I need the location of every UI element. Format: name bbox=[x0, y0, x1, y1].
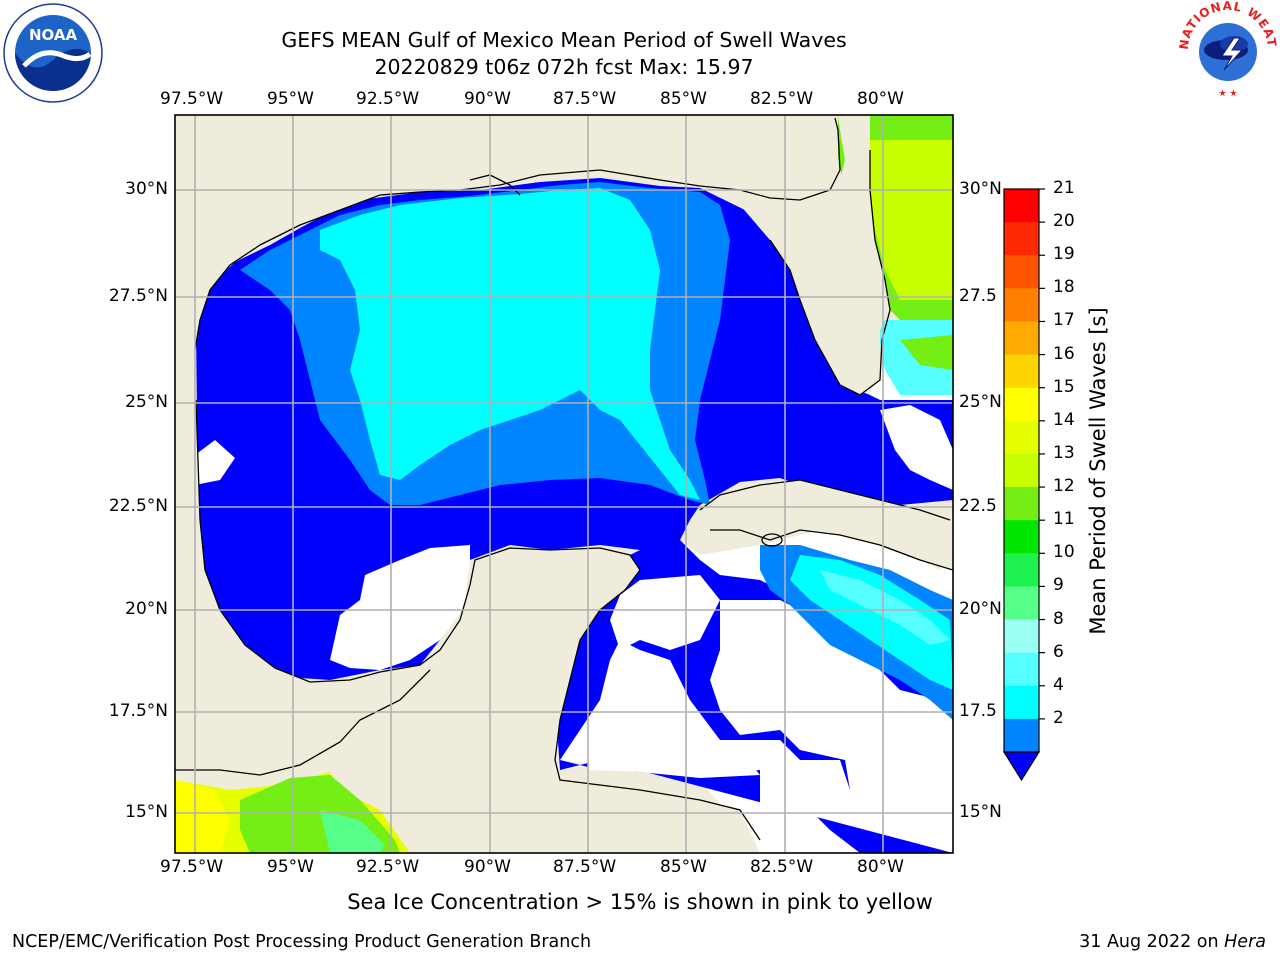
lon-label: 80°W bbox=[857, 89, 904, 109]
lon-label: 97.5°W bbox=[160, 89, 224, 109]
colorbar-tick-label: 21 bbox=[1053, 178, 1075, 198]
land-yucatan bbox=[340, 548, 760, 853]
lon-label: 95°W bbox=[267, 89, 314, 109]
lon-label: 90°W bbox=[464, 857, 511, 877]
lat-label: 15°N bbox=[125, 802, 168, 822]
lat-label: 30°N bbox=[125, 179, 168, 199]
colorbar-segment bbox=[1004, 453, 1039, 488]
colorbar-tick-label: 8 bbox=[1053, 608, 1064, 629]
colorbar-tick-label: 20 bbox=[1053, 211, 1075, 232]
colorbar-tick-label: 17 bbox=[1053, 310, 1075, 331]
svg-text:★ ★: ★ ★ bbox=[1219, 89, 1238, 99]
gridlines bbox=[175, 115, 953, 853]
colorbar-tick-label: 10 bbox=[1053, 542, 1075, 563]
colorbar-segment bbox=[1004, 354, 1039, 389]
lon-label: 95°W bbox=[267, 857, 314, 877]
colorbar-tick-label: 11 bbox=[1053, 509, 1075, 530]
noaa-logo: NOAA bbox=[3, 3, 103, 103]
lat-label: 25°N bbox=[959, 392, 1002, 412]
lon-label: 87.5°W bbox=[553, 89, 617, 109]
noaa-logo-text: NOAA bbox=[29, 26, 78, 44]
lon-label: 82.5°W bbox=[750, 857, 814, 877]
colorbar-tick-label: 13 bbox=[1053, 442, 1075, 463]
lat-label: 30°N bbox=[959, 179, 1002, 199]
colorbar-segment bbox=[1004, 553, 1039, 587]
colorbar-extend bbox=[1002, 751, 1041, 782]
land-florida bbox=[700, 115, 953, 395]
colorbar-tick-label: 6 bbox=[1053, 641, 1064, 662]
footer-date: 31 Aug 2022 on Hera bbox=[1079, 932, 1266, 952]
lon-label: 85°W bbox=[660, 89, 707, 109]
lat-label: 20°N bbox=[959, 599, 1002, 619]
colorbar-segment bbox=[1004, 288, 1039, 322]
colorbar-segment bbox=[1004, 718, 1039, 753]
colorbar-segment bbox=[1004, 487, 1039, 521]
colorbar-tick-label: 15 bbox=[1053, 376, 1075, 397]
colorbar-segment bbox=[1004, 619, 1039, 654]
lat-label: 27.5 bbox=[959, 286, 997, 306]
chart-title: GEFS MEAN Gulf of Mexico Mean Period of … bbox=[281, 28, 847, 52]
chart-subtitle: 20220829 t06z 072h fcst Max: 15.97 bbox=[374, 55, 754, 79]
lon-label: 92.5°W bbox=[356, 89, 420, 109]
colorbar-tick-label: 12 bbox=[1053, 476, 1075, 497]
colorbar-segment bbox=[1004, 189, 1039, 223]
colorbar-segment bbox=[1004, 520, 1039, 554]
colorbar-segment bbox=[1004, 222, 1039, 256]
lat-label: 15°N bbox=[959, 802, 1002, 822]
lon-label: 85°W bbox=[660, 857, 707, 877]
colorbar-segment bbox=[1004, 586, 1039, 621]
lat-label: 25°N bbox=[125, 392, 168, 412]
nws-logo: NATIONAL WEATHER SERVICE ★ ★ bbox=[1176, 0, 1278, 99]
colorbar-tick-label: 4 bbox=[1053, 674, 1064, 695]
colorbar-segment bbox=[1004, 420, 1039, 455]
sea-ice-note: Sea Ice Concentration > 15% is shown in … bbox=[347, 890, 933, 914]
colorbar-tick-label: 2 bbox=[1053, 707, 1064, 728]
colorbar-tick-label: 18 bbox=[1053, 277, 1075, 298]
colorbar bbox=[1002, 188, 1045, 782]
lat-label: 17.5 bbox=[959, 701, 997, 721]
swell-cyan bbox=[320, 188, 700, 500]
colorbar-segment bbox=[1004, 652, 1039, 687]
lat-label: 20°N bbox=[125, 599, 168, 619]
colorbar-segment bbox=[1004, 255, 1039, 289]
land-north bbox=[175, 115, 838, 350]
colorbar-tick-label: 14 bbox=[1053, 409, 1075, 430]
footer-credit: NCEP/EMC/Verification Post Processing Pr… bbox=[12, 932, 592, 952]
lon-label: 80°W bbox=[857, 857, 904, 877]
colorbar-tick-label: 16 bbox=[1053, 343, 1075, 364]
colorbar-segment bbox=[1004, 321, 1039, 356]
lon-label: 87.5°W bbox=[553, 857, 617, 877]
colorbar-segment bbox=[1004, 387, 1039, 422]
map-frame bbox=[174, 114, 954, 854]
lat-label: 17.5°N bbox=[108, 701, 168, 721]
lat-label: 22.5°N bbox=[108, 496, 168, 516]
colorbar-tick-label: 9 bbox=[1053, 575, 1064, 596]
colorbar-segment bbox=[1004, 685, 1039, 720]
lon-label: 90°W bbox=[464, 89, 511, 109]
lat-label: 22.5 bbox=[959, 496, 997, 516]
land-mexico bbox=[175, 350, 475, 770]
colorbar-label: Mean Period of Swell Waves [s] bbox=[1086, 307, 1110, 635]
lon-label: 92.5°W bbox=[356, 857, 420, 877]
lon-label: 82.5°W bbox=[750, 89, 814, 109]
lat-label: 27.5°N bbox=[108, 286, 168, 306]
colorbar-tick-label: 19 bbox=[1053, 244, 1075, 265]
lon-label: 97.5°W bbox=[160, 857, 224, 877]
